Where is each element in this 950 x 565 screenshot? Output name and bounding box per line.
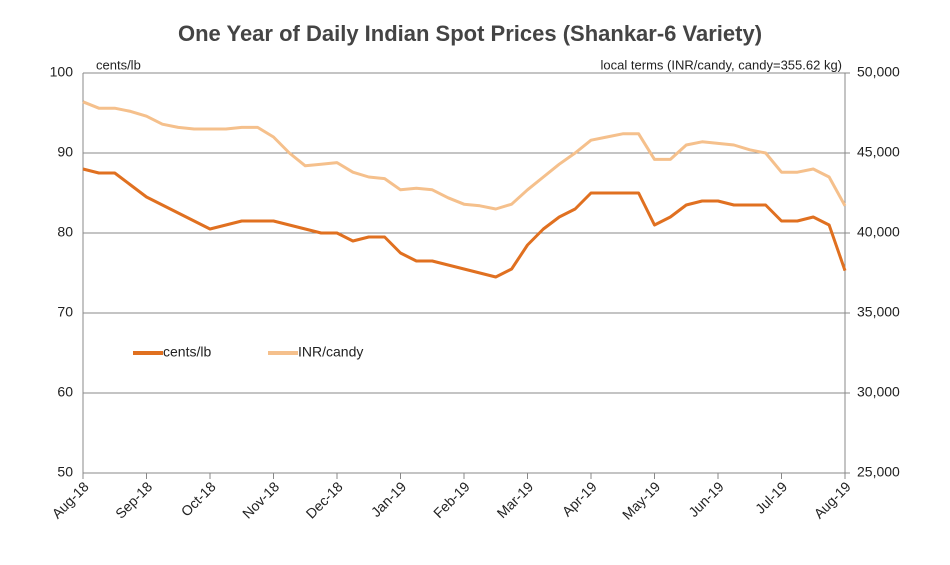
x-tick-label: Aug-19 [810, 478, 853, 521]
y-tick-label: 70 [57, 304, 73, 320]
x-tick-label: Feb-19 [430, 478, 473, 521]
y-tick-label: 90 [57, 144, 73, 160]
y-axis-title: cents/lb [96, 57, 141, 72]
x-tick-label: Jan-19 [368, 478, 410, 520]
y2-axis-title: local terms (INR/candy, candy=355.62 kg) [601, 57, 842, 72]
x-tick-label: Dec-18 [303, 478, 346, 521]
y2-tick-label: 40,000 [857, 224, 900, 240]
x-tick-label: Jul-19 [752, 478, 790, 516]
legend-label: cents/lb [163, 344, 211, 360]
x-tick-label: Nov-18 [239, 478, 282, 521]
x-tick-label: Jun-19 [685, 478, 727, 520]
legend-label: INR/candy [298, 344, 363, 360]
x-tick-label: Apr-19 [559, 478, 600, 519]
x-tick-label: Oct-18 [178, 478, 219, 519]
x-tick-label: May-19 [619, 478, 663, 522]
y2-tick-label: 45,000 [857, 144, 900, 160]
y2-tick-label: 50,000 [857, 64, 900, 80]
y-tick-label: 60 [57, 384, 73, 400]
y-tick-label: 100 [50, 64, 74, 80]
y-tick-label: 80 [57, 224, 73, 240]
y-tick-label: 50 [57, 464, 73, 480]
x-tick-label: Sep-18 [112, 478, 155, 521]
y2-tick-label: 35,000 [857, 304, 900, 320]
y2-tick-label: 30,000 [857, 384, 900, 400]
series-line [82, 167, 847, 279]
y2-tick-label: 25,000 [857, 464, 900, 480]
chart-title: One Year of Daily Indian Spot Prices (Sh… [178, 21, 762, 46]
x-tick-label: Mar-19 [494, 478, 537, 521]
x-tick-label: Aug-18 [48, 478, 91, 521]
series-line [82, 100, 847, 211]
